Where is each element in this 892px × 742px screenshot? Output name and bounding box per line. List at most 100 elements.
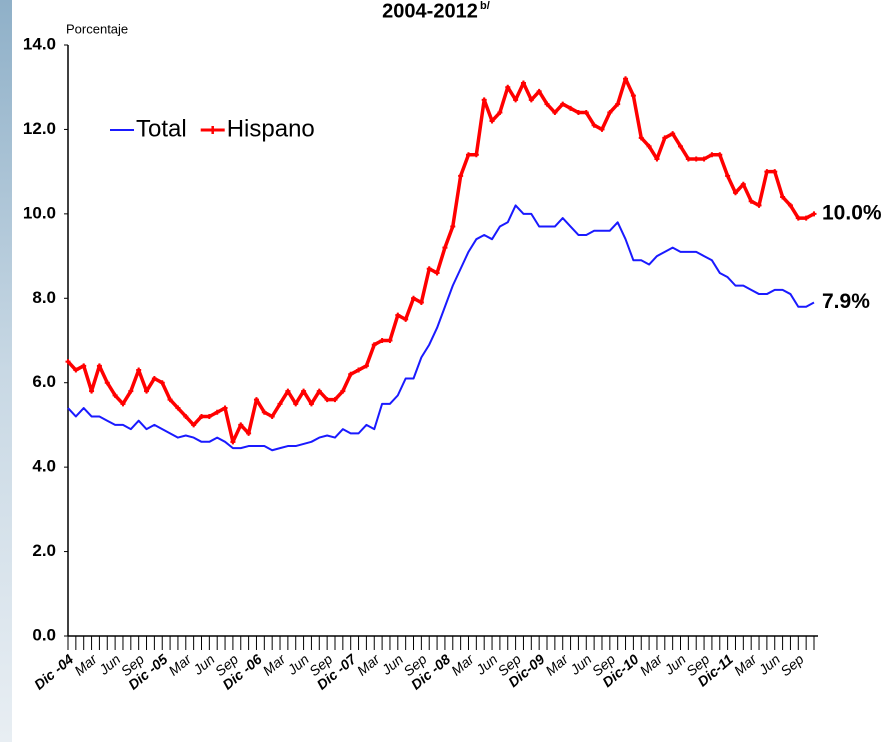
edge-strip: [0, 0, 12, 742]
marker: [191, 422, 197, 428]
marker: [732, 190, 738, 196]
marker: [599, 126, 605, 132]
y-tick-label: 4.0: [32, 457, 56, 476]
marker: [112, 392, 118, 398]
marker: [167, 397, 173, 403]
marker: [65, 359, 71, 365]
x-tick-label: Sep: [777, 651, 807, 679]
marker: [725, 173, 731, 179]
marker: [411, 295, 417, 301]
marker: [803, 215, 809, 221]
marker: [740, 181, 746, 187]
marker: [73, 367, 79, 373]
marker: [560, 101, 566, 107]
marker: [332, 397, 338, 403]
marker: [748, 198, 754, 204]
marker: [591, 122, 597, 128]
marker: [811, 211, 817, 217]
marker: [709, 152, 715, 158]
marker: [104, 380, 110, 386]
marker: [324, 397, 330, 403]
marker: [301, 388, 307, 394]
marker: [379, 338, 385, 343]
marker: [489, 118, 495, 124]
marker: [536, 88, 542, 94]
marker: [363, 363, 369, 369]
marker: [717, 152, 723, 158]
marker: [340, 388, 346, 394]
marker: [159, 380, 165, 386]
marker: [583, 110, 589, 116]
x-tick-label: Dic -04: [31, 651, 77, 693]
marker: [120, 401, 126, 407]
y-tick-label: 8.0: [32, 288, 56, 307]
marker: [371, 342, 377, 348]
marker: [198, 413, 204, 419]
marker: [269, 413, 275, 419]
marker: [772, 169, 778, 175]
marker: [520, 80, 526, 86]
legend-label: Hispano: [227, 115, 315, 142]
legend-label: Total: [136, 115, 187, 142]
marker: [238, 422, 244, 428]
marker: [458, 173, 464, 179]
y-tick-label: 14.0: [23, 34, 56, 53]
marker: [764, 169, 770, 175]
marker: [261, 409, 267, 415]
series-line: [67, 204, 815, 452]
marker: [646, 143, 652, 149]
marker: [505, 84, 511, 90]
marker: [787, 202, 793, 208]
marker: [654, 156, 660, 162]
y-tick-label: 10.0: [23, 203, 56, 222]
marker: [756, 202, 762, 208]
chart-title: 2004-2012: [382, 0, 478, 22]
marker: [701, 156, 707, 162]
title-superscript: b/: [480, 0, 490, 12]
marker: [497, 110, 503, 116]
marker: [206, 413, 212, 419]
marker: [607, 110, 613, 116]
marker: [214, 409, 220, 415]
marker: [222, 405, 228, 411]
marker: [662, 135, 668, 141]
y-axis-title: Porcentaje: [66, 21, 128, 36]
marker: [442, 245, 448, 251]
marker: [387, 338, 393, 343]
marker: [348, 371, 354, 377]
marker: [151, 375, 157, 381]
marker: [473, 152, 479, 158]
marker: [513, 97, 519, 103]
marker: [685, 156, 691, 162]
marker: [144, 388, 150, 394]
marker: [465, 152, 471, 158]
marker: [693, 156, 699, 162]
marker: [418, 300, 424, 306]
marker: [615, 101, 621, 107]
marker: [293, 401, 299, 407]
marker: [630, 93, 636, 99]
marker: [230, 439, 236, 445]
marker: [308, 401, 314, 407]
marker: [795, 215, 801, 221]
marker: [277, 401, 283, 407]
marker: [780, 194, 786, 200]
marker: [528, 97, 534, 103]
marker: [568, 105, 574, 111]
legend-marker: [209, 126, 216, 134]
marker: [175, 405, 181, 411]
marker: [552, 110, 558, 116]
marker: [678, 143, 684, 149]
marker: [395, 312, 401, 318]
y-tick-label: 6.0: [32, 372, 56, 391]
marker: [544, 101, 550, 107]
marker: [450, 224, 456, 230]
marker: [96, 363, 102, 369]
value-label: 10.0%: [822, 201, 882, 224]
marker: [638, 135, 644, 141]
y-tick-label: 2.0: [32, 541, 56, 560]
y-tick-label: 12.0: [23, 119, 56, 138]
marker: [670, 131, 676, 137]
